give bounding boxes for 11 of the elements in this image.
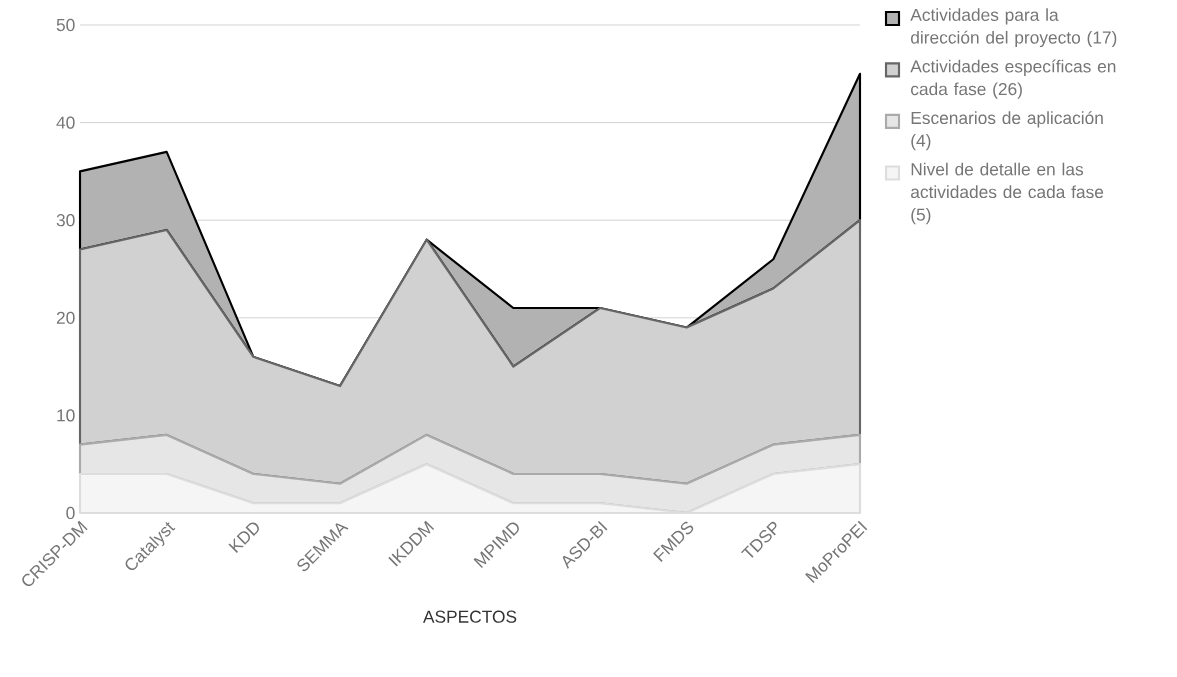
y-tick-label: 30: [56, 214, 75, 227]
legend-label: Actividades para la dirección del proyecto (17): [910, 8, 1117, 48]
y-tick-label: 10: [57, 409, 75, 422]
x-axis-title: ASPECTOS: [423, 610, 517, 623]
y-tick-label: 20: [56, 311, 75, 324]
y-tick-label: 40: [56, 116, 75, 129]
y-tick-label: 50: [56, 18, 75, 32]
legend-label: Escenarios de aplicación (4): [911, 111, 1103, 151]
y-tick-label: 0: [66, 506, 75, 520]
legend-label: Actividades específicas en cada fase (26): [910, 59, 1116, 99]
legend-label: Nivel de detalle en las actividades de cada fase (5): [911, 162, 1104, 225]
